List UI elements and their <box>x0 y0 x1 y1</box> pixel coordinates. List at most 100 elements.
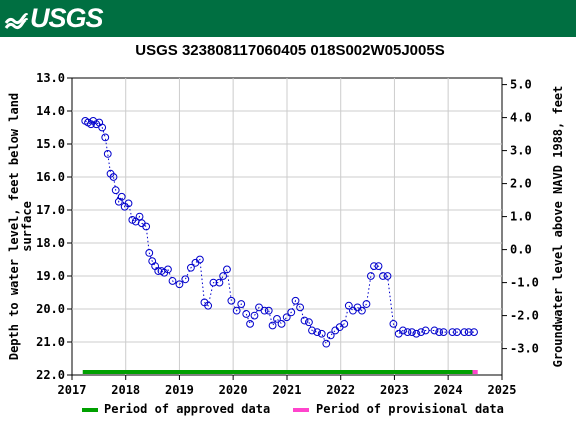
data-point <box>470 328 478 337</box>
y-tick-label: 18.0 <box>36 236 65 250</box>
data-point <box>168 277 177 285</box>
data-point <box>181 275 190 284</box>
y2-tick-label: 3.0 <box>510 144 532 158</box>
data-point <box>308 326 316 335</box>
y-tick-label: 19.0 <box>36 269 65 283</box>
data-point <box>439 328 448 337</box>
data-point <box>242 310 251 318</box>
data-point <box>322 339 331 348</box>
x-tick-label: 2019 <box>165 383 194 397</box>
data-point <box>264 306 273 315</box>
usgs-wave-icon <box>4 12 28 29</box>
data-point <box>277 319 286 328</box>
y-tick-label: 14.0 <box>36 104 65 118</box>
data-point <box>175 280 184 289</box>
data-point <box>268 321 277 330</box>
data-point <box>464 328 473 337</box>
data-point <box>291 296 300 305</box>
y2-tick-label: -3.0 <box>510 342 539 356</box>
data-point <box>296 303 304 312</box>
chart-title: USGS 323808117060405 018S002W05J005S <box>135 42 445 59</box>
data-point <box>370 262 378 271</box>
data-point <box>379 272 387 280</box>
data-point <box>204 301 213 310</box>
data-point <box>287 308 296 317</box>
data-point <box>408 328 416 337</box>
x-tick-label: 2021 <box>273 383 302 397</box>
data-point <box>453 328 461 337</box>
data-point <box>227 296 236 305</box>
data-point <box>273 315 281 323</box>
data-point <box>366 272 375 280</box>
data-point <box>209 278 218 287</box>
data-point <box>219 272 228 280</box>
y-tick-label: 15.0 <box>36 137 65 151</box>
data-point <box>421 326 430 335</box>
y2-tick-label: 5.0 <box>510 78 532 92</box>
y-axis-label: Depth to water level, feet below landsur… <box>7 93 34 360</box>
data-point <box>412 329 421 338</box>
x-tick-label: 2024 <box>434 383 463 397</box>
data-point <box>317 329 326 338</box>
data-point <box>417 328 425 337</box>
legend-approved-swatch <box>82 408 98 412</box>
data-point <box>313 328 322 337</box>
data-point <box>344 301 353 310</box>
approved-period-bar <box>82 370 473 374</box>
data-point <box>349 306 357 315</box>
data-point <box>111 186 120 195</box>
x-tick-label: 2023 <box>380 383 409 397</box>
data-point <box>435 328 444 337</box>
data-point <box>145 249 154 257</box>
y2-axis-label: Groundwater level above NAVD 1988, feet <box>551 86 565 368</box>
data-point <box>117 192 126 201</box>
data-point <box>282 313 291 322</box>
usgs-banner: USGS <box>0 0 576 37</box>
data-point <box>151 262 160 271</box>
usgs-logo-text: USGS <box>30 3 104 33</box>
data-point <box>124 199 133 208</box>
data-point <box>448 328 457 337</box>
y-tick-label: 21.0 <box>36 335 65 349</box>
data-point <box>187 263 195 272</box>
data-point <box>383 272 392 280</box>
legend-provisional-swatch <box>293 408 309 412</box>
data-point <box>362 300 371 308</box>
x-tick-label: 2022 <box>326 383 355 397</box>
data-point <box>326 331 335 340</box>
data-point <box>340 319 349 328</box>
data-point <box>101 133 110 142</box>
data-point <box>399 326 407 335</box>
data-point <box>374 262 383 271</box>
data-point <box>103 150 112 158</box>
data-point <box>223 265 231 274</box>
y-tick-label: 13.0 <box>36 71 65 85</box>
data-point <box>250 311 259 320</box>
y2-tick-label: 2.0 <box>510 177 532 191</box>
y-tick-label: 16.0 <box>36 170 65 184</box>
data-point <box>215 278 224 287</box>
data-point <box>246 319 254 328</box>
data-point <box>358 306 366 315</box>
y-tick-label: 20.0 <box>36 302 65 316</box>
data-point <box>460 328 469 337</box>
legend-approved-label: Period of approved data <box>104 402 271 416</box>
y-tick-label: 22.0 <box>36 368 65 382</box>
data-point <box>300 316 309 325</box>
y2-tick-label: 1.0 <box>510 210 532 224</box>
data-point <box>260 306 269 315</box>
data-point <box>430 326 439 335</box>
y2-tick-label: 0.0 <box>510 243 532 257</box>
x-tick-label: 2025 <box>488 383 517 397</box>
data-point <box>305 318 313 327</box>
y2-tick-label: -1.0 <box>510 276 539 290</box>
data-point <box>237 300 246 308</box>
x-tick-label: 2018 <box>111 383 140 397</box>
y2-tick-label: 4.0 <box>510 111 532 125</box>
data-point <box>232 306 241 315</box>
data-point <box>195 255 204 264</box>
usgs-logo[interactable]: USGS <box>4 2 104 35</box>
series-line <box>84 120 475 345</box>
legend-provisional-label: Period of provisional data <box>316 402 504 416</box>
